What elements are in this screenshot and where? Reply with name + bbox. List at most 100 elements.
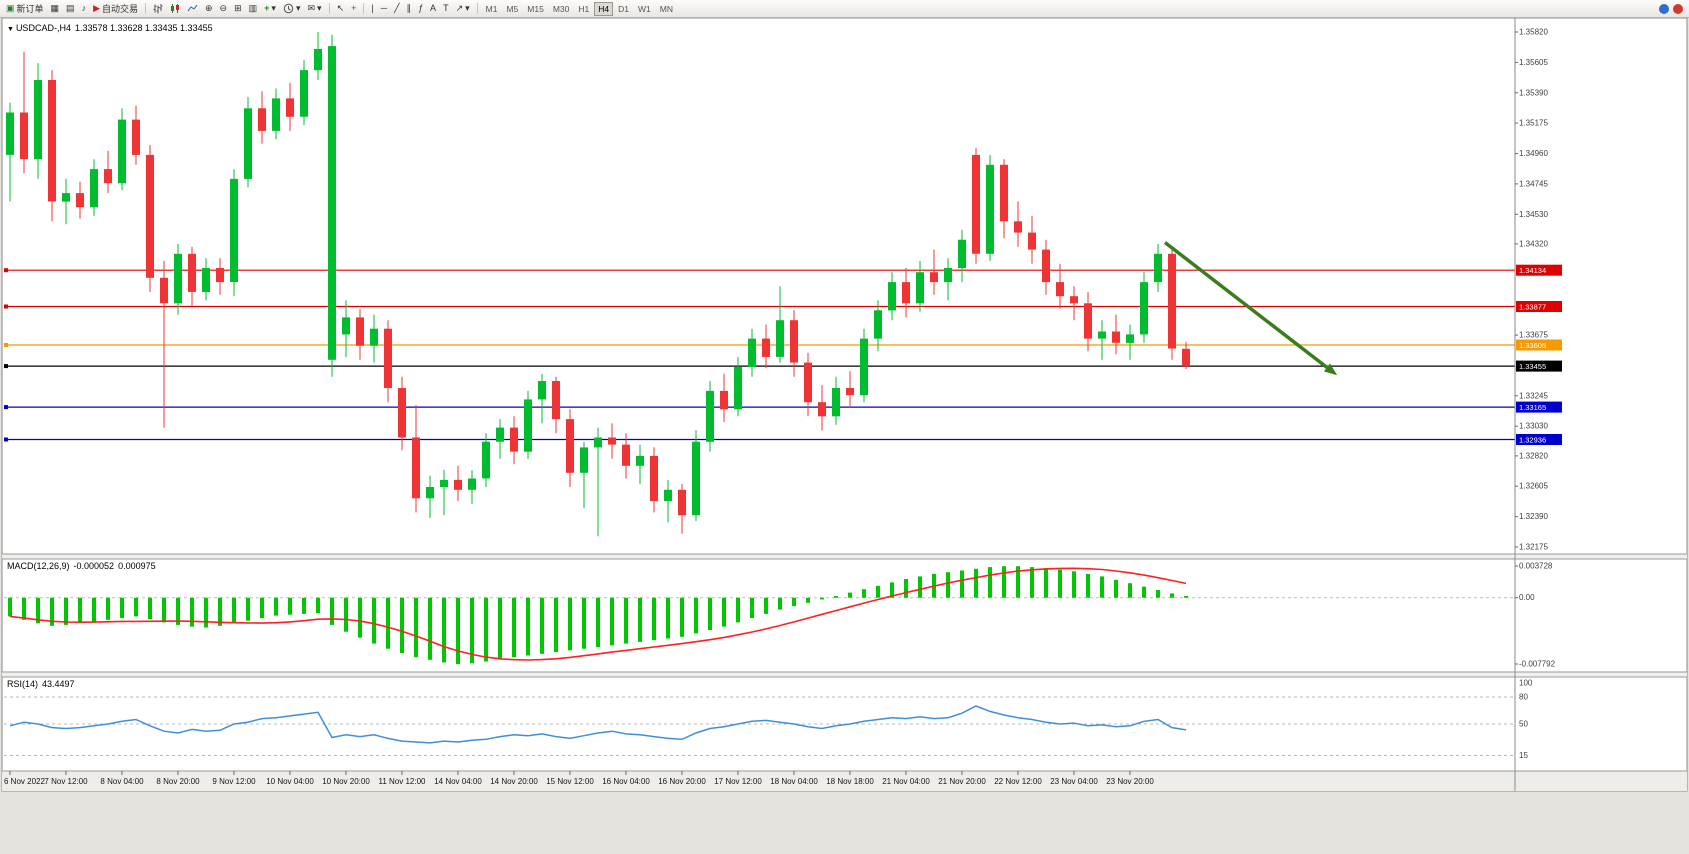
templates-button[interactable]: ✉ ▾ — [304, 2, 324, 16]
svg-text:1.34320: 1.34320 — [1519, 239, 1548, 248]
timeframe-h4-button[interactable]: H4 — [594, 1, 614, 16]
timeframe-m15-button[interactable]: M15 — [527, 3, 544, 14]
svg-text:1.35605: 1.35605 — [1519, 58, 1548, 67]
time-axis: 6 Nov 2022 7 Nov 12:00 8 Nov 04:00 8 Nov 20… — [2, 770, 1687, 791]
svg-text:6 Nov 2022: 6 Nov 2022 — [4, 777, 45, 786]
svg-text:22 Nov 12:00: 22 Nov 12:00 — [994, 777, 1042, 786]
svg-text:23 Nov 04:00: 23 Nov 04:00 — [1050, 777, 1098, 786]
macd-indicator-label: MACD(12,26,9) -0.000052 0.000975 — [7, 561, 156, 571]
zoom-out-button[interactable]: ⊖ — [217, 2, 231, 16]
timeframe-w1-button[interactable]: W1 — [637, 3, 651, 14]
timeframe-mn-button[interactable]: MN — [659, 3, 673, 14]
svg-text:1.33245: 1.33245 — [1519, 391, 1548, 400]
svg-text:1.34134: 1.34134 — [1519, 266, 1546, 275]
symbol-expand-icon[interactable]: ▼ — [7, 26, 14, 33]
symbol-ohlc-values: 1.33578 1.33628 1.33435 1.33455 — [74, 23, 213, 33]
cursor-icon: ↖ — [336, 3, 345, 13]
candlestick-chart-icon — [171, 4, 179, 13]
line-chart-type-button[interactable] — [184, 2, 201, 16]
svg-text:21 Nov 20:00: 21 Nov 20:00 — [938, 777, 986, 786]
vertical-line-tool-button[interactable]: | — [368, 2, 376, 16]
red-status-icon[interactable] — [1673, 3, 1683, 14]
toolbar-separator — [476, 3, 478, 14]
chevron-down-icon: ▾ — [271, 3, 276, 13]
svg-text:17 Nov 12:00: 17 Nov 12:00 — [714, 777, 762, 786]
svg-text:10 Nov 04:00: 10 Nov 04:00 — [266, 777, 314, 786]
cursor-tool-button[interactable]: ↖ — [334, 2, 348, 16]
horizontal-line-icon: ─ — [380, 3, 388, 13]
svg-text:-0.007792: -0.007792 — [1519, 660, 1556, 669]
periods-button[interactable]: ▾ — [280, 2, 304, 16]
candles — [6, 32, 1190, 537]
text-label-tool-button[interactable]: T — [440, 2, 452, 16]
price-axis: 1.35820 1.35605 1.35390 1.35175 1.34960 1.347… — [1514, 18, 1562, 791]
charts-toolbar-button[interactable]: ▦ — [48, 2, 63, 16]
timeframe-d1-button[interactable]: D1 — [618, 3, 629, 14]
fibonacci-tool-button[interactable]: ƒ — [415, 2, 426, 16]
timeframe-m30-button[interactable]: M30 — [552, 3, 570, 14]
tile-windows-button[interactable]: ⊞ — [231, 2, 245, 16]
svg-text:18 Nov 04:00: 18 Nov 04:00 — [770, 777, 818, 786]
candlestick-chart-type-button[interactable] — [167, 2, 183, 16]
macd-panel — [4, 566, 1515, 665]
svg-text:11 Nov 12:00: 11 Nov 12:00 — [379, 777, 427, 786]
svg-text:1.34960: 1.34960 — [1519, 149, 1548, 158]
autotrading-icon: ▶ — [93, 3, 100, 13]
svg-text:1.33675: 1.33675 — [1519, 331, 1548, 340]
template-envelope-icon: ✉ — [307, 3, 316, 13]
zoom-in-button[interactable]: ⊕ — [202, 2, 216, 16]
blue-status-icon[interactable] — [1659, 3, 1669, 14]
rsi-indicator-label: RSI(14) 43.4497 — [7, 679, 75, 689]
crosshair-tool-button[interactable]: + — [348, 2, 359, 16]
new-order-button[interactable]: ▣ 新订单 — [3, 2, 47, 16]
timeframe-h1-button[interactable]: H1 — [578, 3, 590, 14]
svg-text:0.00: 0.00 — [1519, 593, 1535, 602]
line-chart-icon — [187, 4, 198, 12]
svg-text:1.32175: 1.32175 — [1519, 543, 1548, 552]
alerts-icon: ♪ — [81, 3, 87, 13]
toolbar: ▣ 新订单 ▦ ▤ ♪ ▶ 自动交易 ⊕ ⊖ ⊞ ▥ + ▾ ▾ ✉ ▾ ↖ + |… — [0, 0, 1689, 18]
bar-chart-icon — [153, 4, 163, 14]
charts-icon: ▦ — [50, 3, 60, 13]
svg-text:0.003728: 0.003728 — [1519, 562, 1553, 571]
toolbar-separator — [145, 3, 146, 14]
trendline-tool-button[interactable]: ╱ — [391, 2, 402, 16]
new-chart-button[interactable]: ▤ — [63, 2, 78, 16]
svg-text:1.33605: 1.33605 — [1519, 341, 1546, 350]
trend-arrow — [1163, 241, 1338, 376]
timeframe-m5-button[interactable]: M5 — [506, 3, 519, 14]
svg-text:1.32820: 1.32820 — [1519, 451, 1548, 460]
svg-text:18 Nov 18:00: 18 Nov 18:00 — [826, 777, 874, 786]
text-label-icon: T — [443, 3, 449, 13]
arrows-tool-button[interactable]: ↗ ▾ — [453, 2, 473, 16]
alerts-button[interactable]: ♪ — [79, 2, 90, 16]
svg-text:1.33877: 1.33877 — [1519, 302, 1546, 311]
data-window-icon: ▥ — [248, 3, 258, 13]
add-indicator-button[interactable]: + ▾ — [261, 2, 279, 16]
autotrading-label: 自动交易 — [101, 4, 138, 14]
svg-text:1.35175: 1.35175 — [1519, 119, 1548, 128]
svg-text:1.32605: 1.32605 — [1519, 482, 1548, 491]
autotrading-button[interactable]: ▶ 自动交易 — [90, 2, 141, 16]
svg-text:1.34745: 1.34745 — [1519, 179, 1548, 188]
arrow-object-icon: ↗ — [455, 3, 464, 13]
vertical-line-icon: | — [371, 3, 374, 13]
data-window-button[interactable]: ▥ — [246, 2, 261, 16]
svg-text:1.33030: 1.33030 — [1519, 422, 1548, 431]
trendline-icon: ╱ — [394, 3, 400, 13]
channel-icon: ∥ — [406, 3, 412, 13]
toolbar-separator — [363, 3, 365, 14]
timeframe-m1-button[interactable]: M1 — [485, 3, 498, 14]
bar-chart-type-button[interactable] — [150, 2, 166, 16]
fibonacci-icon: ƒ — [418, 3, 424, 13]
chevron-down-icon: ▾ — [295, 3, 301, 13]
crosshair-icon: + — [351, 3, 357, 13]
svg-text:1.32936: 1.32936 — [1519, 435, 1546, 444]
channel-tool-button[interactable]: ∥ — [404, 2, 415, 16]
new-order-icon: ▣ — [6, 3, 15, 13]
text-tool-button[interactable]: A — [427, 2, 439, 16]
horizontal-line-tool-button[interactable]: ─ — [378, 2, 390, 16]
svg-text:1.34530: 1.34530 — [1519, 210, 1548, 219]
svg-text:23 Nov 20:00: 23 Nov 20:00 — [1106, 777, 1154, 786]
